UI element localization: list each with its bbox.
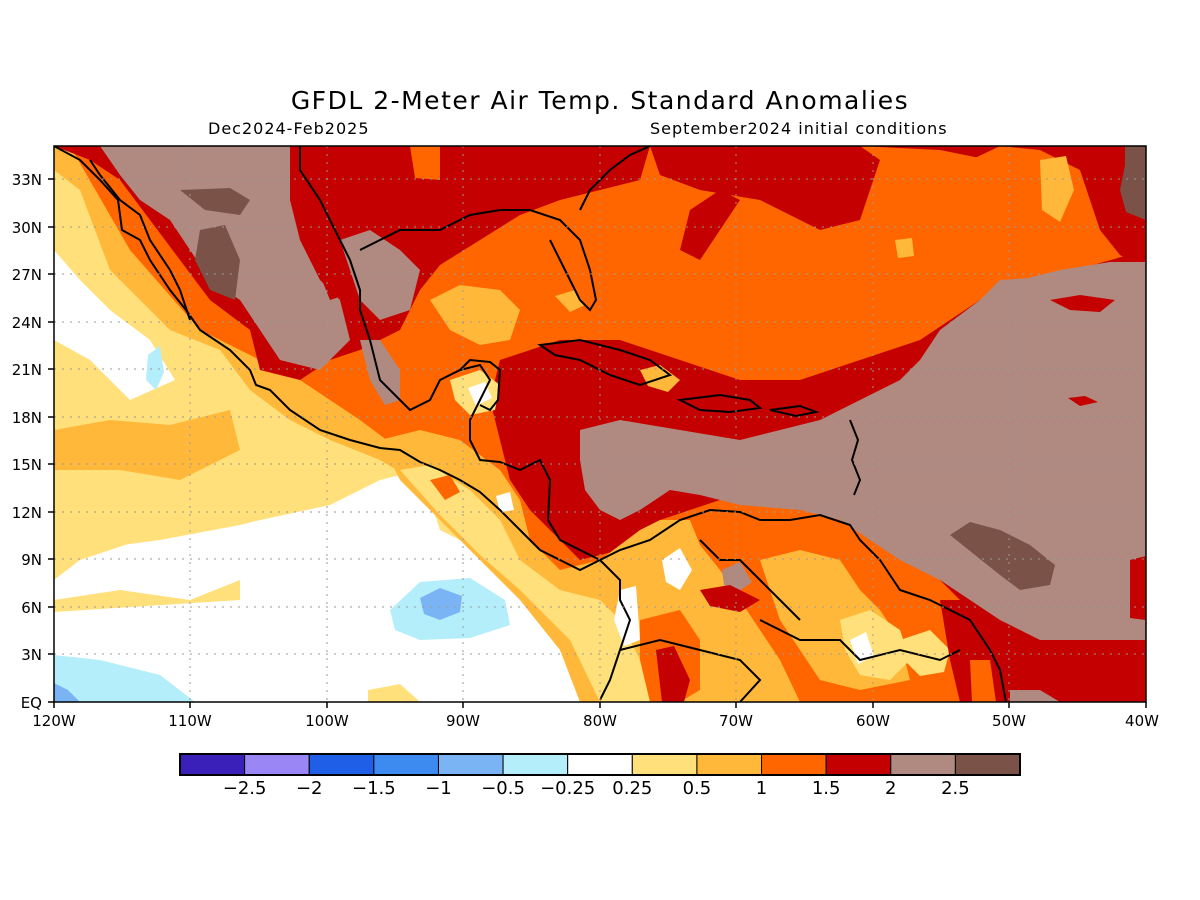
season-label: Dec2024-Feb2025 — [208, 119, 370, 138]
colorbar-labels: −2.5 −2 −1.5 −1 −0.5 −0.25 0.25 0.5 1 1.5 2 2.5 — [223, 778, 970, 799]
colorbar-label: 1.5 — [812, 778, 841, 799]
lat-label: 33N — [12, 171, 42, 189]
lat-label: 12N — [12, 504, 42, 522]
initial-conditions-label: September2024 initial conditions — [650, 119, 948, 138]
lat-label: 21N — [12, 361, 42, 379]
colorbar-swatch — [696, 753, 763, 776]
colorbar-swatch — [502, 753, 569, 776]
lon-label: 50W — [992, 712, 1026, 730]
colorbar-label: 2 — [885, 778, 896, 799]
colorbar-swatch — [437, 753, 504, 776]
axis-ticks — [48, 178, 1147, 708]
lon-label: 100W — [305, 712, 349, 730]
lon-label: 70W — [719, 712, 753, 730]
map-title: GFDL 2-Meter Air Temp. Standard Anomalie… — [290, 86, 910, 115]
lon-label: 80W — [583, 712, 617, 730]
colorbar-swatch — [308, 753, 375, 776]
colorbar-swatch — [825, 753, 892, 776]
colorbar-label: 1 — [756, 778, 767, 799]
lat-label: 3N — [21, 646, 42, 664]
longitude-labels: 120W 110W 100W 90W 80W 70W 60W 50W 40W — [32, 712, 1159, 730]
lat-label: 18N — [12, 409, 42, 427]
colorbar-label: −2 — [296, 778, 323, 799]
colorbar-swatch — [890, 753, 956, 776]
colorbar-frame — [179, 753, 1021, 776]
colorbar-label: 0.25 — [612, 778, 652, 799]
lat-label: 6N — [21, 599, 42, 617]
colorbar-swatch — [373, 753, 439, 776]
lat-label: 30N — [12, 219, 42, 237]
lat-label: 27N — [12, 266, 42, 284]
lon-label: 60W — [856, 712, 890, 730]
colorbar-label: −2.5 — [223, 778, 267, 799]
lat-label: 15N — [12, 456, 42, 474]
lon-label: 40W — [1125, 712, 1159, 730]
colorbar-label: 0.5 — [683, 778, 712, 799]
colorbar-swatch — [954, 753, 1021, 776]
colorbar-swatch — [244, 753, 310, 776]
colorbar-label: −0.25 — [540, 778, 595, 799]
lat-label: 24N — [12, 314, 42, 332]
colorbar-label: 2.5 — [941, 778, 970, 799]
colorbar-swatch — [179, 753, 246, 776]
lon-label: 90W — [446, 712, 480, 730]
colorbar-label: −1 — [425, 778, 452, 799]
graticule — [54, 146, 1146, 702]
lat-label: 9N — [21, 551, 42, 569]
lon-label: 120W — [32, 712, 76, 730]
colorbar-label: −1.5 — [352, 778, 396, 799]
colorbar-swatch — [567, 753, 633, 776]
colorbar — [179, 753, 1021, 776]
colorbar-label: −0.5 — [481, 778, 525, 799]
latitude-labels: 33N 30N 27N 24N 21N 18N 15N 12N 9N 6N 3N… — [12, 171, 42, 712]
colorbar-swatch — [631, 753, 698, 776]
lon-label: 110W — [168, 712, 212, 730]
lat-label: EQ — [21, 694, 42, 712]
colorbar-swatch — [761, 753, 827, 776]
